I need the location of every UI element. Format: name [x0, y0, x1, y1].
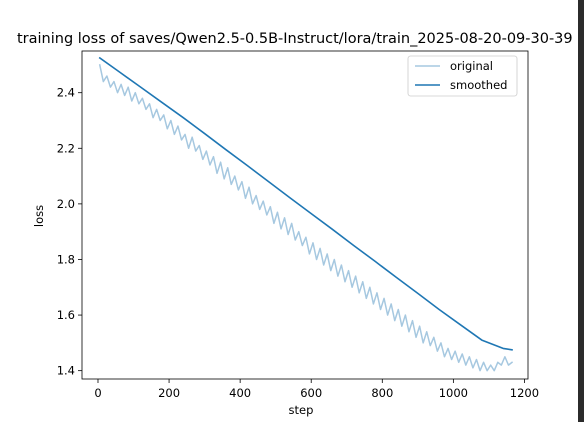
x-tick-label: 400	[229, 386, 251, 400]
legend-label-smoothed: smoothed	[450, 78, 507, 92]
y-tick-label: 2.0	[57, 197, 75, 211]
x-tick-label: 1200	[510, 386, 539, 400]
y-tick-label: 1.8	[57, 252, 75, 266]
x-tick-label: 800	[371, 386, 393, 400]
x-tick-label: 200	[158, 386, 180, 400]
x-tick-label: 0	[94, 386, 101, 400]
y-axis-label: loss	[32, 205, 46, 227]
y-tick-label: 2.4	[57, 86, 75, 100]
y-tick-label: 2.2	[57, 141, 75, 155]
series-line-smoothed	[98, 56, 513, 351]
plot-frame	[81, 50, 529, 380]
x-tick-label: 1000	[439, 386, 468, 400]
y-tick-label: 1.6	[57, 308, 75, 322]
x-axis-label: step	[289, 403, 314, 417]
x-tick-label: 600	[300, 386, 322, 400]
chart-title: training loss of saves/Qwen2.5-0.5B-Inst…	[17, 31, 573, 47]
y-tick-label: 1.4	[57, 364, 75, 378]
series-line-original	[98, 64, 514, 372]
legend-label-original: original	[450, 59, 493, 73]
